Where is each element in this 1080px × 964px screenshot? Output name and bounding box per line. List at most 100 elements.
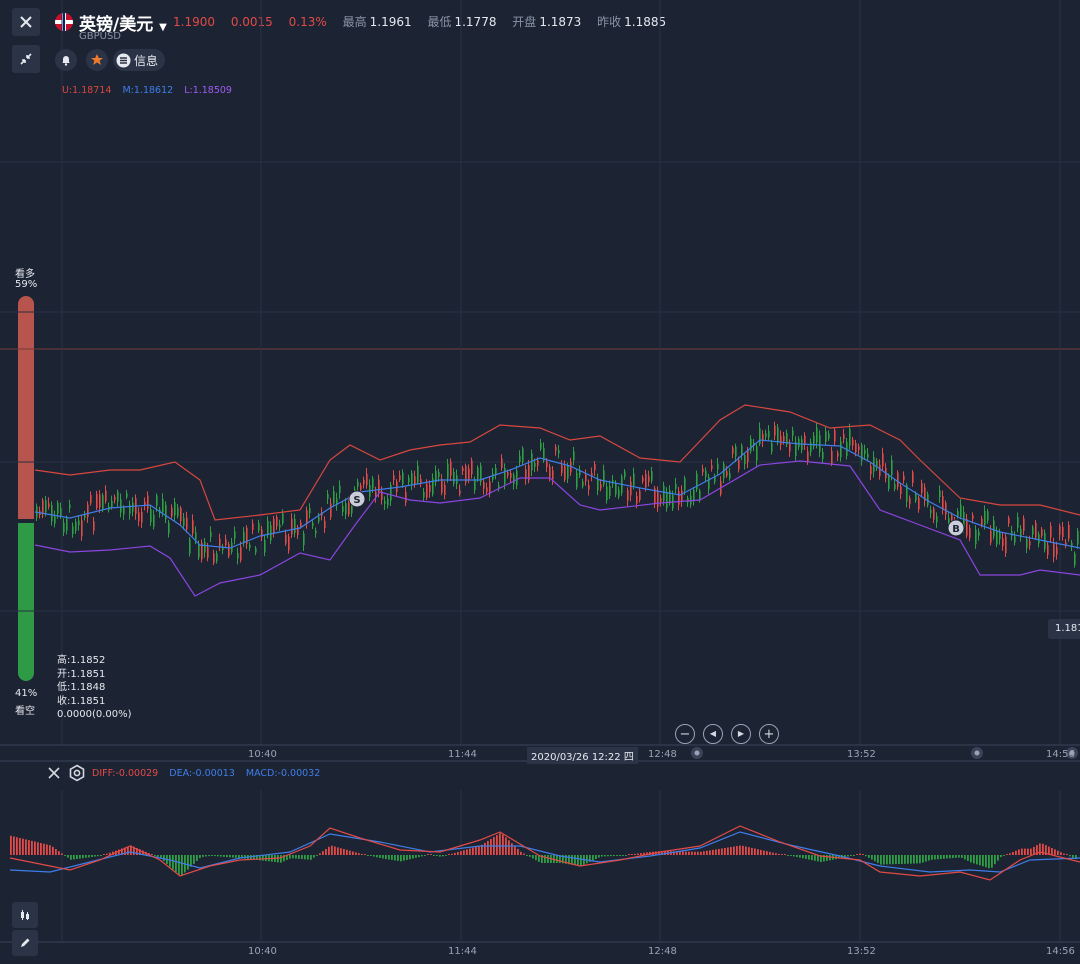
macd-bar	[1024, 848, 1026, 855]
candle-body	[615, 483, 617, 495]
go-end-button[interactable]: ▶	[731, 724, 751, 744]
candle-body	[261, 529, 263, 538]
macd-bar	[547, 855, 549, 863]
bull-label: 看多	[15, 269, 35, 280]
bell-icon	[62, 56, 70, 66]
macd-bar	[109, 852, 111, 855]
macd-bar	[430, 854, 432, 855]
macd-bar	[1021, 848, 1023, 855]
macd-bar	[967, 855, 969, 861]
zoom-out-button[interactable]: −	[675, 724, 695, 744]
time-label-3: 12:48	[648, 749, 677, 760]
macd-bar	[973, 855, 975, 864]
macd-bar	[508, 840, 510, 855]
macd-bar	[940, 855, 942, 859]
symbol-name: 英镑/美元	[79, 15, 154, 35]
macd-bar	[946, 855, 948, 859]
buy-marker	[947, 519, 965, 537]
candle-body	[558, 450, 560, 454]
candle-body	[528, 464, 530, 481]
candle-body	[216, 553, 218, 562]
macd-bar	[34, 841, 36, 855]
macd-bar	[409, 855, 411, 860]
macd-bar	[529, 855, 531, 857]
macd-bar	[859, 853, 861, 855]
macd-bar	[154, 855, 156, 856]
macd-bar	[790, 855, 792, 856]
candle-body	[165, 504, 167, 520]
macd-bar	[931, 855, 933, 860]
candle-body	[564, 466, 566, 480]
macd-bar	[256, 855, 258, 860]
candle-body	[927, 494, 929, 506]
candle-body	[975, 529, 977, 545]
macd-bar	[1063, 853, 1065, 855]
candle-body	[675, 483, 677, 489]
alert-button[interactable]	[55, 49, 77, 71]
candle-body	[897, 472, 899, 488]
candle-body	[468, 468, 470, 480]
candle-body	[849, 428, 851, 446]
candle-body	[882, 453, 884, 467]
chart-type-button[interactable]	[12, 902, 38, 928]
macd-bar	[712, 849, 714, 855]
collapse-button[interactable]	[12, 45, 40, 73]
candle-body	[861, 444, 863, 461]
zoom-in-button[interactable]: +	[759, 724, 779, 744]
candle-body	[183, 517, 185, 526]
macd-bar	[793, 855, 795, 857]
macd-bar	[976, 855, 978, 865]
candle-body	[711, 465, 713, 469]
macd-bar	[1006, 854, 1008, 855]
macd-bar	[502, 834, 504, 855]
candle-body	[627, 490, 629, 501]
candle-body	[141, 511, 143, 523]
macd-bar	[217, 855, 219, 857]
candle-body	[717, 463, 719, 470]
close-indicator-icon[interactable]	[47, 766, 61, 780]
favorite-button[interactable]	[86, 49, 108, 71]
candle-body	[714, 476, 716, 482]
candle-body	[45, 500, 47, 513]
candle-body	[666, 492, 668, 509]
info-button[interactable]: 信息	[113, 49, 166, 71]
candle-body	[729, 472, 731, 479]
candle-body	[834, 430, 836, 442]
macd-bar	[22, 838, 24, 855]
macd-bar	[796, 855, 798, 858]
macd-bar	[580, 855, 582, 867]
macd-bar	[556, 855, 558, 863]
macd-bar	[202, 855, 204, 857]
settings-icon[interactable]	[68, 764, 86, 782]
macd-bar	[511, 843, 513, 855]
symbol-selector[interactable]: 英镑/美元 ▼	[79, 10, 167, 35]
candle-body	[1032, 527, 1034, 535]
macd-bar	[127, 846, 129, 855]
macd-bar	[766, 851, 768, 855]
macd-bar	[568, 855, 570, 865]
candle-body	[939, 490, 941, 498]
macd-bar	[235, 855, 237, 858]
candle-body	[1020, 529, 1022, 537]
macd-bar	[1036, 845, 1038, 855]
candle-body	[333, 491, 335, 504]
draw-tool-button[interactable]	[12, 930, 38, 956]
candle-body	[138, 512, 140, 522]
candle-body	[780, 436, 782, 445]
macd-bar	[598, 855, 600, 858]
candle-body	[1029, 541, 1031, 546]
macd-bar	[577, 855, 579, 866]
candle-body	[798, 438, 800, 448]
candle-body	[837, 452, 839, 457]
candle-body	[288, 536, 290, 551]
macd-bar	[373, 855, 375, 857]
candle-body	[828, 433, 830, 439]
candle-body	[234, 531, 236, 539]
go-start-button[interactable]: ◀	[703, 724, 723, 744]
candle-body	[1023, 518, 1025, 531]
candle-body	[1050, 525, 1052, 538]
macd-bar	[130, 845, 132, 855]
macd-bar	[337, 847, 339, 855]
close-button[interactable]	[12, 8, 40, 36]
